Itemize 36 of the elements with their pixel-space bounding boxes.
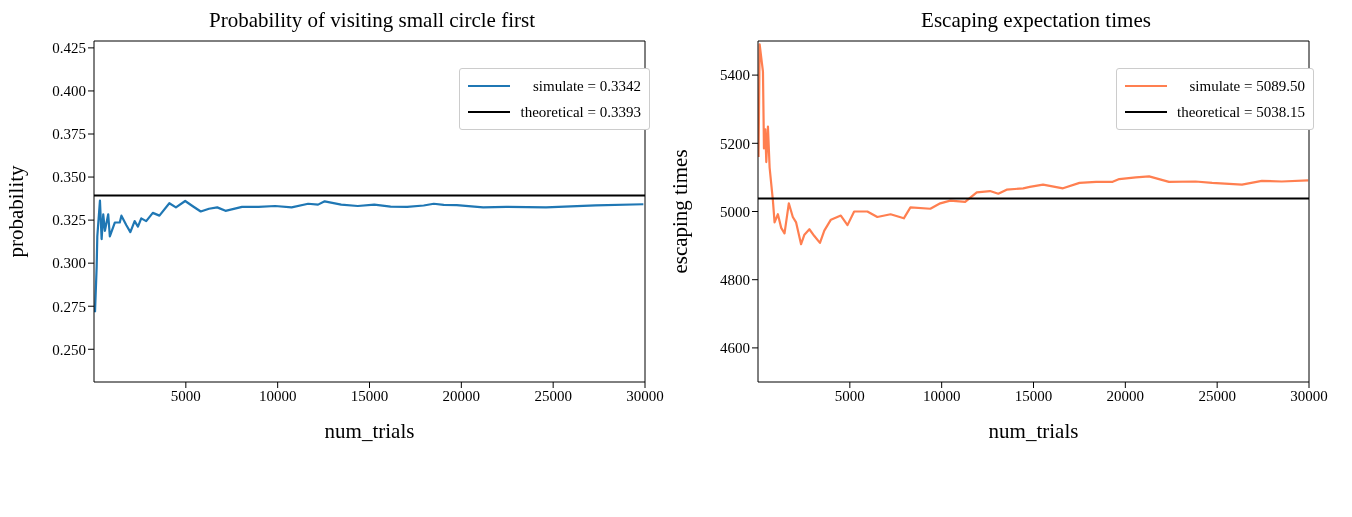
y-tick-label: 5400 — [720, 67, 750, 84]
y-tick-label: 0.300 — [52, 255, 86, 272]
y-axis-title: escaping times — [668, 149, 693, 274]
y-tick-label: 0.350 — [52, 169, 86, 186]
y-axis-title: probability — [4, 164, 29, 258]
y-tick-label: 4600 — [720, 340, 750, 357]
chart-title: Probability of visiting small circle first — [207, 8, 536, 33]
x-tick-label: 25000 — [534, 387, 572, 404]
x-tick-label: 30000 — [626, 387, 664, 404]
y-tick-label: 5200 — [720, 135, 750, 152]
line-series — [94, 199, 645, 314]
y-tick-label: 0.250 — [52, 341, 86, 358]
chart-title: Escaping expectation times — [920, 8, 1152, 33]
y-tick-label: 4800 — [720, 272, 750, 289]
x-axis-title: num_trials — [988, 419, 1079, 443]
x-tick-label: 15000 — [1014, 387, 1053, 404]
x-tick-label: 30000 — [1290, 387, 1328, 404]
legend-label: simulate = 0.3342 — [531, 77, 641, 96]
y-tick-label: 0.375 — [52, 126, 86, 143]
y-tick-label: 5000 — [720, 203, 750, 220]
x-tick-label: 5000 — [834, 387, 865, 404]
x-tick-label: 10000 — [258, 387, 297, 404]
x-tick-label: 15000 — [350, 387, 389, 404]
x-tick-label: 25000 — [1198, 387, 1236, 404]
legend-label: theoretical = 5038.15 — [1176, 103, 1305, 122]
x-tick-label: 10000 — [922, 387, 961, 404]
y-tick-label: 0.400 — [52, 83, 86, 100]
legend-label: simulate = 5089.50 — [1188, 77, 1305, 96]
x-axis-title: num_trials — [324, 419, 415, 443]
x-tick-label: 5000 — [170, 387, 201, 404]
legend-label: theoretical = 0.3393 — [520, 103, 641, 122]
y-tick-label: 0.425 — [52, 40, 86, 57]
y-tick-label: 0.275 — [52, 298, 86, 315]
y-tick-label: 0.325 — [52, 212, 86, 229]
x-tick-label: 20000 — [442, 387, 481, 404]
x-tick-label: 20000 — [1106, 387, 1145, 404]
